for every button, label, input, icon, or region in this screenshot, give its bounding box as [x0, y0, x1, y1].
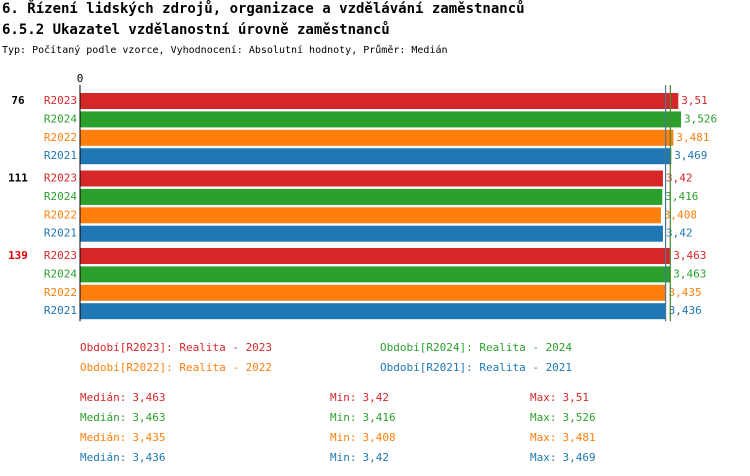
legend-entry: Období[R2023]: Realita - 2023: [80, 341, 272, 354]
value-label: 3,408: [664, 208, 697, 221]
stat-label: Min:: [330, 411, 357, 424]
stat-value: 3,526: [563, 411, 596, 424]
legend-entry: Období[R2021]: Realita - 2021: [380, 361, 572, 374]
bar: [80, 266, 671, 283]
stat-value: 3,469: [563, 451, 596, 464]
stat-value: 3,436: [132, 451, 165, 464]
series-label: R2022: [44, 286, 77, 299]
stat-label: Medián:: [80, 451, 126, 464]
bar: [80, 284, 666, 301]
value-label: 3,416: [665, 190, 698, 203]
bar: [80, 225, 663, 242]
bar: [80, 170, 663, 187]
stat-value: 3,42: [363, 451, 390, 464]
bar: [80, 303, 666, 320]
value-label: 3,481: [676, 131, 709, 144]
series-label: R2024: [44, 112, 77, 125]
stat-label: Max:: [530, 391, 557, 404]
bar: [80, 148, 672, 165]
stat-label: Min:: [330, 431, 357, 444]
chart-title: 6. Řízení lidských zdrojů, organizace a …: [2, 0, 525, 17]
chart-subtitle: 6.5.2 Ukazatel vzdělanostní úrovně zaměs…: [2, 21, 390, 38]
bar: [80, 188, 663, 205]
bar: [80, 207, 661, 224]
stat-label: Max:: [530, 451, 557, 464]
stat-label: Medián:: [80, 391, 126, 404]
stat-value: 3,463: [132, 411, 165, 424]
value-label: 3,51: [681, 94, 708, 107]
x-tick-label: 0: [77, 72, 84, 85]
value-label: 3,526: [684, 112, 717, 125]
legend-entry: Období[R2024]: Realita - 2024: [380, 341, 572, 354]
stat-label: Max:: [530, 431, 557, 444]
stat-label: Max:: [530, 411, 557, 424]
series-label: R2024: [44, 267, 77, 280]
stat-value: 3,481: [563, 431, 596, 444]
category-label: 76: [11, 94, 25, 107]
series-label: R2024: [44, 190, 77, 203]
stat-value: 3,416: [363, 411, 396, 424]
series-label: R2023: [44, 249, 77, 262]
value-label: 3,463: [673, 249, 706, 262]
category-label: 111: [8, 172, 28, 185]
chart-description: Typ: Počítaný podle vzorce, Vyhodnocení:…: [2, 44, 448, 56]
value-label: 3,436: [669, 304, 702, 317]
stat-label: Min:: [330, 391, 357, 404]
series-label: R2021: [44, 304, 77, 317]
value-label: 3,463: [673, 267, 706, 280]
bar: [80, 93, 679, 109]
bar: [80, 129, 674, 146]
series-label: R2023: [44, 172, 77, 185]
value-label: 3,435: [669, 286, 702, 299]
value-label: 3,42: [666, 227, 693, 240]
series-label: R2022: [44, 208, 77, 221]
stat-value: 3,42: [363, 391, 390, 404]
series-label: R2021: [44, 149, 77, 162]
series-label: R2022: [44, 131, 77, 144]
stat-label: Medián:: [80, 411, 126, 424]
legend-entry: Období[R2022]: Realita - 2022: [80, 361, 272, 374]
category-label: 139: [8, 249, 28, 262]
stat-value: 3,435: [132, 431, 165, 444]
bar: [80, 248, 671, 264]
value-label: 3,42: [666, 172, 693, 185]
series-label: R2023: [44, 94, 77, 107]
bar: [80, 111, 682, 128]
value-label: 3,469: [674, 149, 707, 162]
stat-value: 3,408: [363, 431, 396, 444]
series-label: R2021: [44, 227, 77, 240]
stat-value: 3,463: [132, 391, 165, 404]
stat-label: Medián:: [80, 431, 126, 444]
stat-label: Min:: [330, 451, 357, 464]
stat-value: 3,51: [563, 391, 590, 404]
